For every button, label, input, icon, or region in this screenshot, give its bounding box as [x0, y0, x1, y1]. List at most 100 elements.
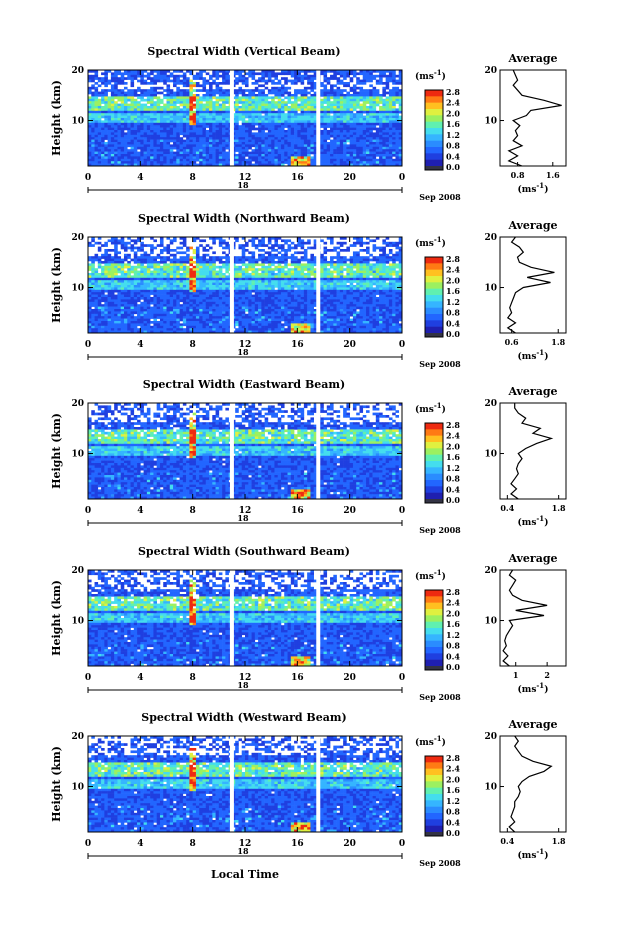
heatmap-cell	[274, 241, 279, 245]
average-x-label: (ms-1)	[518, 181, 549, 195]
heatmap-cell	[137, 79, 141, 83]
heatmap-cell	[382, 137, 386, 140]
heatmap-cell	[101, 137, 105, 140]
heatmap-cell	[153, 273, 157, 276]
colorbar-swatch	[425, 147, 443, 154]
heatmap-cell	[277, 265, 282, 269]
heatmap-cell	[186, 149, 190, 152]
heatmap-cell	[176, 280, 180, 283]
heatmap-cell	[133, 134, 138, 138]
colorbar-swatch	[425, 115, 443, 122]
heatmap-cell	[156, 158, 161, 162]
heatmap-cell	[382, 122, 386, 126]
heatmap-cell	[294, 103, 298, 107]
heatmap-cell	[271, 127, 275, 131]
heatmap-cell	[323, 261, 328, 264]
heatmap-cell	[225, 163, 229, 167]
heatmap-cell	[156, 142, 161, 145]
heatmap-cell	[127, 77, 131, 80]
heatmap-cell	[320, 161, 324, 164]
heatmap-cell	[274, 86, 279, 90]
heatmap-cell	[343, 149, 347, 152]
heatmap-cell	[140, 103, 144, 107]
heatmap-cell	[346, 156, 350, 160]
heatmap-cell	[336, 96, 341, 100]
heatmap-cell	[120, 89, 125, 92]
heatmap-cell	[349, 161, 354, 164]
heatmap-cell	[300, 280, 305, 283]
heatmap-cell	[277, 86, 282, 90]
heatmap-cell	[349, 270, 354, 274]
heatmap-cell	[166, 156, 171, 160]
heatmap-cell	[182, 122, 187, 126]
heatmap-cell	[323, 282, 328, 286]
heatmap-cell	[215, 108, 220, 112]
heatmap-cell	[310, 130, 314, 133]
heatmap-cell	[222, 282, 226, 286]
heatmap-cell	[192, 280, 197, 283]
heatmap-cell	[114, 101, 118, 104]
heatmap-cell	[349, 277, 354, 281]
heatmap-cell	[303, 103, 308, 107]
heatmap-cell	[97, 161, 102, 164]
heatmap-cell	[290, 142, 295, 145]
heatmap-cell	[114, 270, 118, 274]
heatmap-cell	[215, 132, 220, 136]
heatmap-cell	[215, 89, 220, 92]
heatmap-cell	[303, 249, 308, 252]
heatmap-cell	[130, 98, 135, 102]
heatmap-cell	[336, 154, 341, 157]
heatmap-cell	[150, 101, 154, 104]
heatmap-cell	[356, 110, 360, 114]
heatmap-cell	[379, 125, 383, 128]
heatmap-cell	[388, 108, 393, 112]
heatmap-cell	[271, 122, 275, 126]
heatmap-cell	[189, 161, 193, 164]
heatmap-cell	[146, 144, 151, 148]
heatmap-cell	[277, 79, 282, 83]
heatmap-cell	[192, 156, 197, 160]
heatmap-cell	[349, 268, 354, 271]
heatmap-cell	[343, 161, 347, 164]
heatmap-cell	[159, 239, 164, 243]
heatmap-cell	[310, 106, 314, 109]
heatmap-cell	[238, 256, 243, 259]
heatmap-cell	[261, 94, 265, 97]
heatmap-cell	[110, 118, 115, 121]
heatmap-cell	[251, 77, 256, 80]
heatmap-cell	[284, 72, 288, 76]
heatmap-cell	[372, 256, 377, 259]
heatmap-cell	[248, 161, 252, 164]
panels: Spectral Width (Vertical Beam)0 4 8 12 16 20 0…	[50, 45, 567, 868]
heatmap-cell	[333, 268, 337, 271]
heatmap-cell	[192, 125, 197, 128]
heatmap-cell	[297, 280, 301, 283]
heatmap-cell	[101, 273, 105, 276]
heatmap-cell	[218, 134, 223, 138]
heatmap-cell	[222, 261, 226, 264]
heatmap-cell	[212, 241, 216, 245]
heatmap-cell	[303, 151, 308, 155]
heatmap-cell	[343, 139, 347, 143]
colorbar-tick-label: 2.0	[446, 108, 460, 118]
heatmap-cell	[280, 156, 285, 160]
heatmap-cell	[140, 82, 144, 85]
heatmap-cell	[123, 146, 128, 150]
heatmap-cell	[264, 122, 269, 126]
heatmap-cell	[202, 96, 207, 100]
heatmap-cell	[346, 130, 350, 133]
heatmap-cell	[379, 273, 383, 276]
heatmap-cell	[94, 280, 99, 283]
heatmap-cell	[156, 277, 161, 281]
heatmap-cell	[123, 96, 128, 100]
heatmap-cell	[330, 237, 334, 240]
heatmap-cell	[150, 285, 154, 288]
heatmap-cell	[388, 163, 393, 167]
heatmap-cell	[385, 158, 390, 162]
heatmap-cell	[88, 275, 92, 279]
heatmap-cell	[199, 261, 203, 264]
heatmap-cell	[307, 139, 311, 143]
heatmap-cell	[94, 137, 99, 140]
heatmap-cell	[323, 268, 328, 271]
heatmap-cell	[169, 151, 174, 155]
